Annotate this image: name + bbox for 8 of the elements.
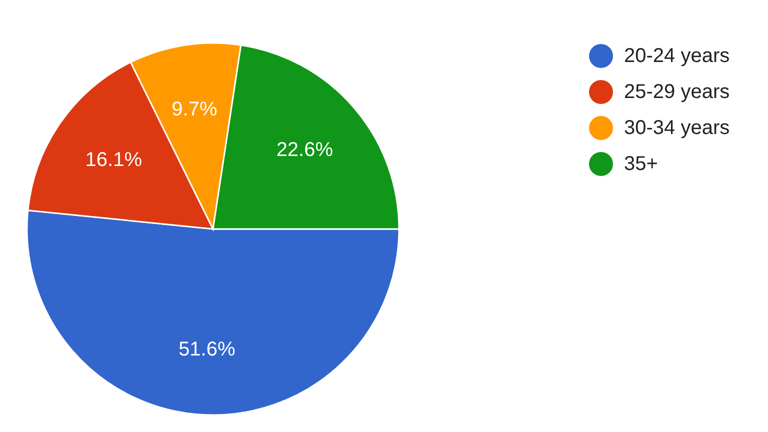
legend-label: 35+ [624, 152, 658, 176]
data-label: 16.1% [85, 149, 142, 172]
legend-label: 30-34 years [624, 116, 730, 140]
data-label: 22.6% [276, 139, 334, 162]
legend-label: 25-29 years [624, 80, 730, 104]
data-label: 9.7% [172, 98, 218, 121]
legend-label: 20-24 years [624, 44, 730, 68]
data-label: 51.6% [178, 338, 236, 361]
